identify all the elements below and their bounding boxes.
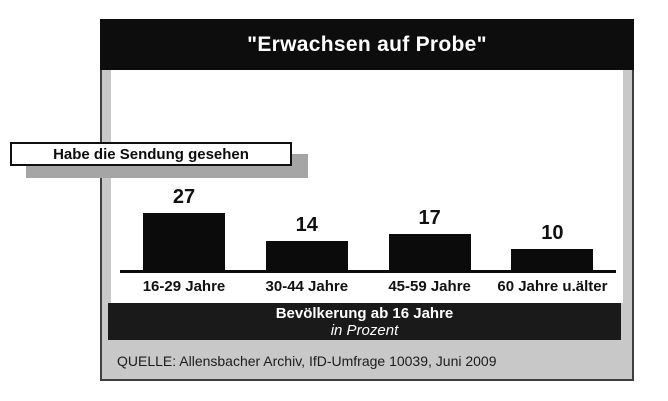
bar [143, 213, 225, 270]
population-label: Bevölkerung ab 16 Jahre [275, 305, 454, 322]
title-bar: "Erwachsen auf Probe" [100, 19, 634, 70]
bar [388, 234, 471, 270]
callout-text: Habe die Sendung gesehen [53, 145, 249, 163]
category-label: 30-44 Jahre [265, 278, 349, 295]
bar [265, 241, 348, 270]
bar-group: 17 45-59 Jahre [370, 70, 490, 303]
bar-value-label: 14 [295, 214, 318, 236]
bar-value-label: 27 [172, 186, 196, 208]
chart-panel: "Erwachsen auf Probe" 27 16-29 Jahre 14 30-… [100, 19, 634, 381]
category-label: 60 Jahre u.älter [497, 278, 608, 295]
bar [511, 249, 594, 270]
category-label: 45-59 Jahre [388, 278, 471, 295]
bar-group: 10 60 Jahre u.älter [492, 70, 612, 303]
x-axis-line [120, 270, 616, 273]
source-note: QUELLE: Allensbacher Archiv, IfD-Umfrage… [117, 353, 497, 369]
callout-label-box: Habe die Sendung gesehen [10, 142, 292, 166]
bar-value-label: 10 [541, 222, 564, 244]
chart-area: 27 16-29 Jahre 14 30-44 Jahre 17 45-59 Jahre 1… [111, 70, 623, 303]
chart-title: "Erwachsen auf Probe" [247, 32, 487, 56]
bar-group: 27 16-29 Jahre [124, 70, 244, 303]
category-label: 16-29 Jahre [142, 278, 226, 295]
bar-value-label: 17 [418, 207, 441, 229]
population-strip: Bevölkerung ab 16 Jahre in Prozent [108, 303, 621, 340]
bar-group: 14 30-44 Jahre [247, 70, 367, 303]
unit-label: in Prozent [330, 322, 399, 339]
